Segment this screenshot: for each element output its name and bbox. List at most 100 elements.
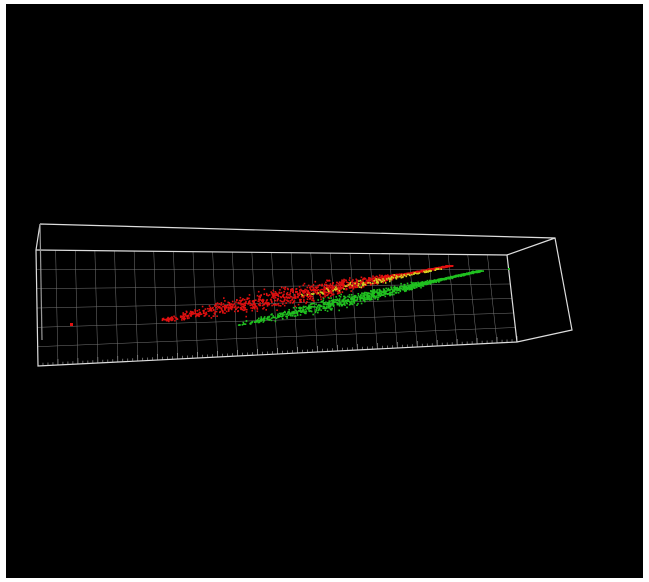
point	[246, 320, 248, 322]
point	[369, 295, 371, 297]
point	[217, 302, 219, 304]
point	[319, 284, 321, 286]
point	[392, 292, 394, 294]
point	[285, 302, 287, 304]
point	[228, 310, 230, 312]
point	[321, 292, 323, 294]
point	[303, 285, 305, 287]
point	[353, 288, 355, 290]
point	[438, 280, 440, 282]
point	[235, 306, 237, 308]
point	[382, 278, 384, 280]
point	[332, 282, 334, 284]
point	[224, 305, 226, 307]
point	[330, 297, 332, 299]
point	[339, 299, 341, 301]
point	[372, 283, 374, 285]
point	[279, 289, 281, 291]
point	[337, 291, 339, 293]
point	[350, 282, 352, 284]
point	[362, 279, 364, 281]
point	[286, 316, 288, 318]
point	[293, 301, 295, 303]
point	[390, 292, 392, 294]
point	[317, 310, 319, 312]
point	[257, 295, 259, 297]
point	[331, 293, 333, 295]
point	[363, 284, 365, 286]
point	[347, 296, 349, 298]
point	[414, 273, 416, 275]
point	[208, 310, 210, 312]
point	[311, 299, 313, 301]
point	[376, 282, 378, 284]
point	[210, 307, 212, 309]
point	[366, 280, 368, 282]
point	[469, 272, 471, 274]
point	[239, 300, 241, 302]
point	[355, 287, 357, 289]
point	[264, 289, 266, 291]
point	[211, 317, 213, 319]
point	[258, 296, 260, 298]
point	[320, 299, 322, 301]
point	[442, 278, 444, 280]
point	[332, 304, 334, 306]
point	[301, 311, 303, 313]
point	[269, 304, 271, 306]
point	[189, 313, 191, 315]
point	[296, 311, 298, 313]
point	[482, 270, 484, 272]
point	[381, 281, 383, 283]
point	[371, 297, 373, 299]
point	[354, 283, 356, 285]
point	[422, 285, 424, 287]
point	[287, 288, 289, 290]
point	[318, 304, 320, 306]
point	[277, 300, 279, 302]
point	[318, 285, 320, 287]
point	[232, 306, 234, 308]
point	[361, 292, 363, 294]
point	[248, 298, 250, 300]
point	[263, 293, 265, 295]
point	[416, 287, 418, 289]
point	[333, 306, 335, 308]
point	[481, 270, 483, 272]
point	[305, 313, 307, 315]
point	[258, 304, 260, 306]
point	[390, 277, 392, 279]
point	[237, 311, 239, 313]
point	[243, 323, 245, 325]
point	[291, 296, 293, 298]
point	[299, 310, 301, 312]
point	[345, 297, 347, 299]
point	[348, 299, 350, 301]
point	[246, 311, 248, 313]
point	[250, 323, 252, 325]
point	[194, 309, 196, 311]
point	[366, 296, 368, 298]
point	[383, 280, 385, 282]
point	[434, 269, 436, 271]
point	[263, 318, 265, 320]
point	[353, 302, 355, 304]
point	[230, 304, 232, 306]
point	[429, 270, 431, 272]
point	[414, 284, 416, 286]
point	[245, 307, 247, 309]
point	[339, 290, 341, 292]
point	[261, 319, 263, 321]
point	[181, 319, 183, 321]
point	[389, 289, 391, 291]
point	[244, 304, 246, 306]
point	[290, 313, 292, 315]
point	[438, 268, 440, 270]
point	[197, 315, 199, 317]
point	[343, 280, 345, 282]
point	[309, 294, 311, 296]
point	[385, 296, 387, 298]
point	[315, 303, 317, 305]
point	[378, 295, 380, 297]
point	[267, 317, 269, 319]
